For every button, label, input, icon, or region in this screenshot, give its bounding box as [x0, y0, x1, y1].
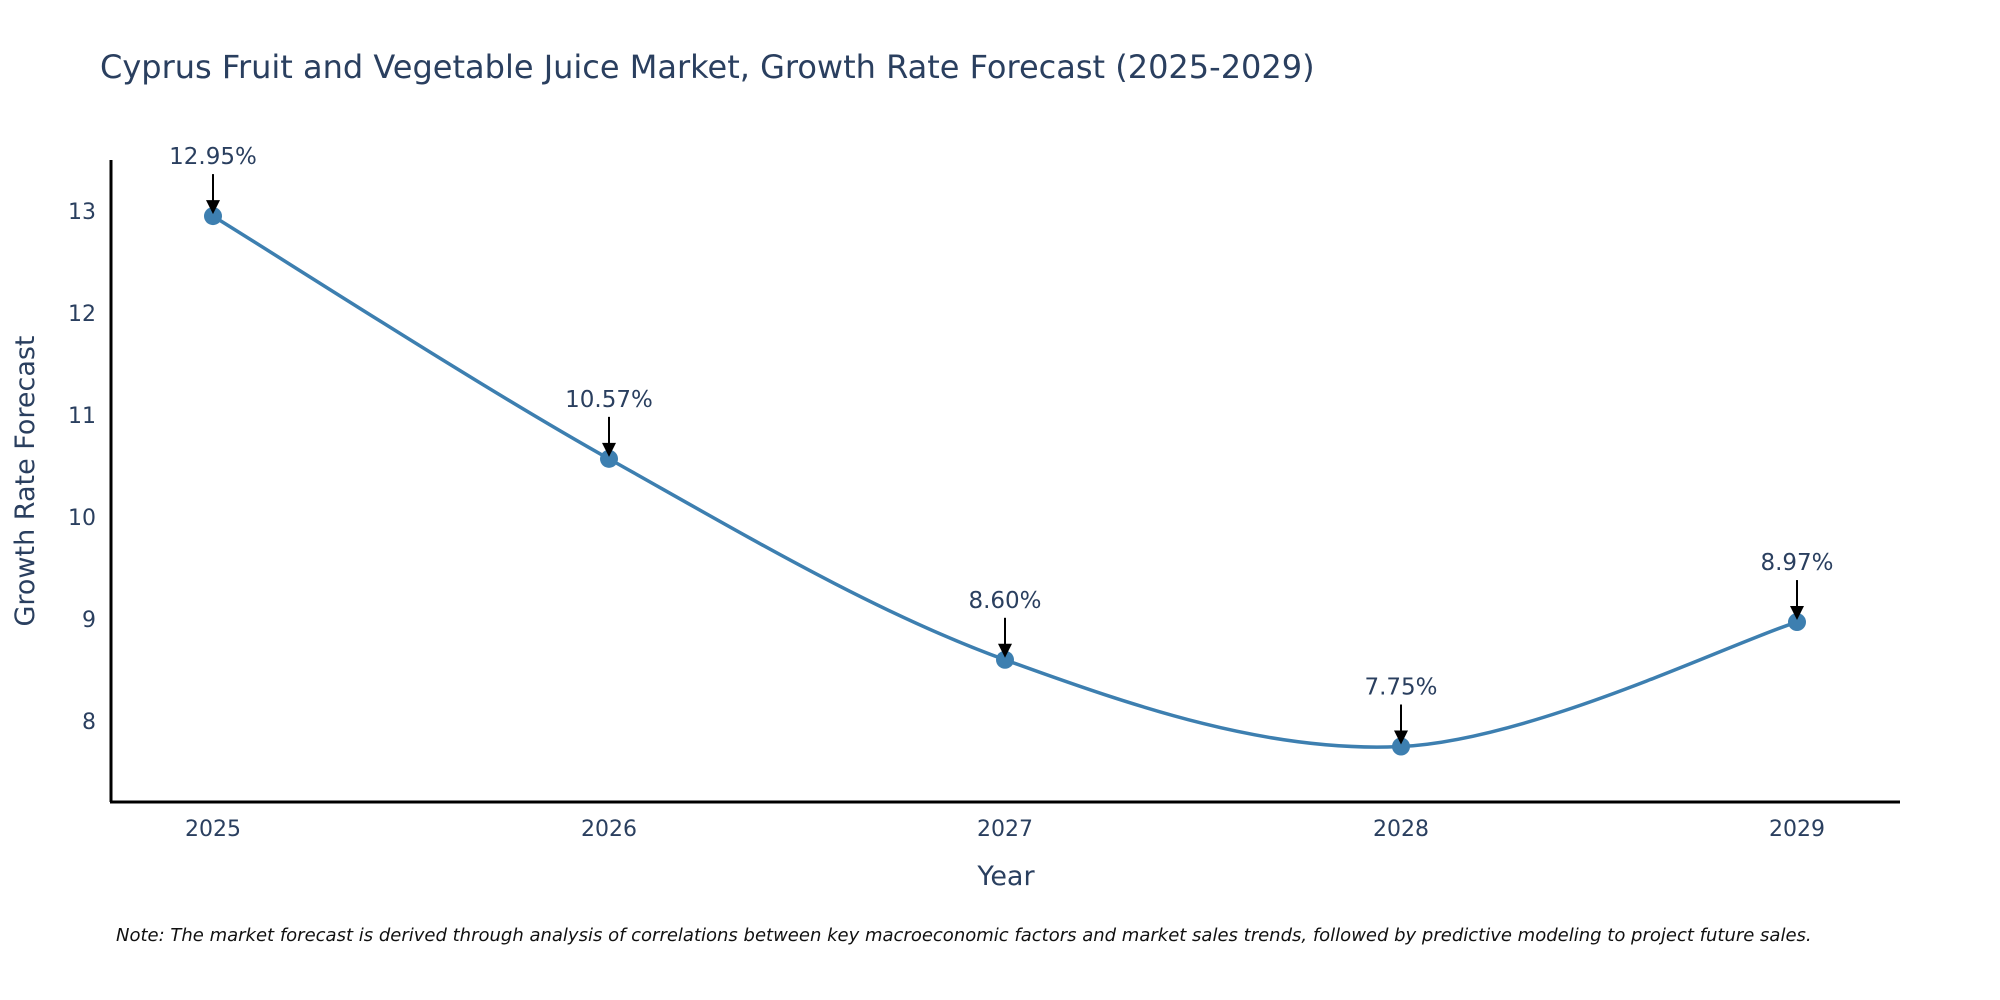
chart-title: Cyprus Fruit and Vegetable Juice Market,… [100, 48, 1315, 86]
arrow-down-icon [206, 200, 220, 215]
data-annotation: 8.60% [968, 588, 1042, 658]
arrow-down-icon [602, 442, 616, 457]
data-point-marker [1788, 613, 1806, 632]
x-axis-ticks: 2025 2026 2027 2028 2029 [185, 817, 1825, 842]
data-annotation: 7.75% [1364, 675, 1438, 745]
data-point-marker [1392, 737, 1410, 756]
data-annotation: 8.97% [1760, 550, 1834, 621]
data-annotation: 12.95% [169, 144, 257, 215]
chart-note: Note: The market forecast is derived thr… [116, 925, 1812, 946]
x-tick-label: 2029 [1769, 817, 1825, 842]
data-label: 10.57% [565, 387, 653, 413]
arrow-down-icon [1394, 730, 1408, 745]
data-annotation: 10.57% [565, 387, 653, 457]
y-tick-label: 10 [68, 506, 96, 531]
data-point-marker [600, 449, 618, 468]
arrow-down-icon [1790, 606, 1804, 621]
data-annotations: 12.95% 10.57% 8.60% 7.75% 8.97% [169, 144, 1834, 745]
y-tick-label: 8 [82, 710, 96, 735]
y-axis-ticks: 8 9 10 11 12 13 [68, 200, 96, 735]
data-markers [204, 207, 1806, 756]
x-axis-title: Year [976, 861, 1035, 892]
y-tick-label: 13 [68, 200, 96, 225]
data-point-marker [204, 207, 222, 226]
data-label: 8.97% [1760, 550, 1833, 576]
data-label: 8.60% [968, 588, 1041, 614]
x-tick-label: 2025 [185, 817, 241, 842]
data-label: 12.95% [169, 144, 257, 170]
x-tick-label: 2028 [1373, 817, 1429, 842]
arrow-down-icon [998, 643, 1012, 658]
y-axis-title: Growth Rate Forecast [10, 335, 41, 626]
y-tick-label: 11 [68, 404, 96, 429]
x-tick-label: 2027 [977, 817, 1033, 842]
data-point-marker [996, 650, 1014, 669]
data-label: 7.75% [1364, 675, 1437, 701]
y-tick-label: 9 [82, 608, 96, 633]
x-tick-label: 2026 [581, 817, 637, 842]
y-tick-label: 12 [68, 302, 96, 327]
